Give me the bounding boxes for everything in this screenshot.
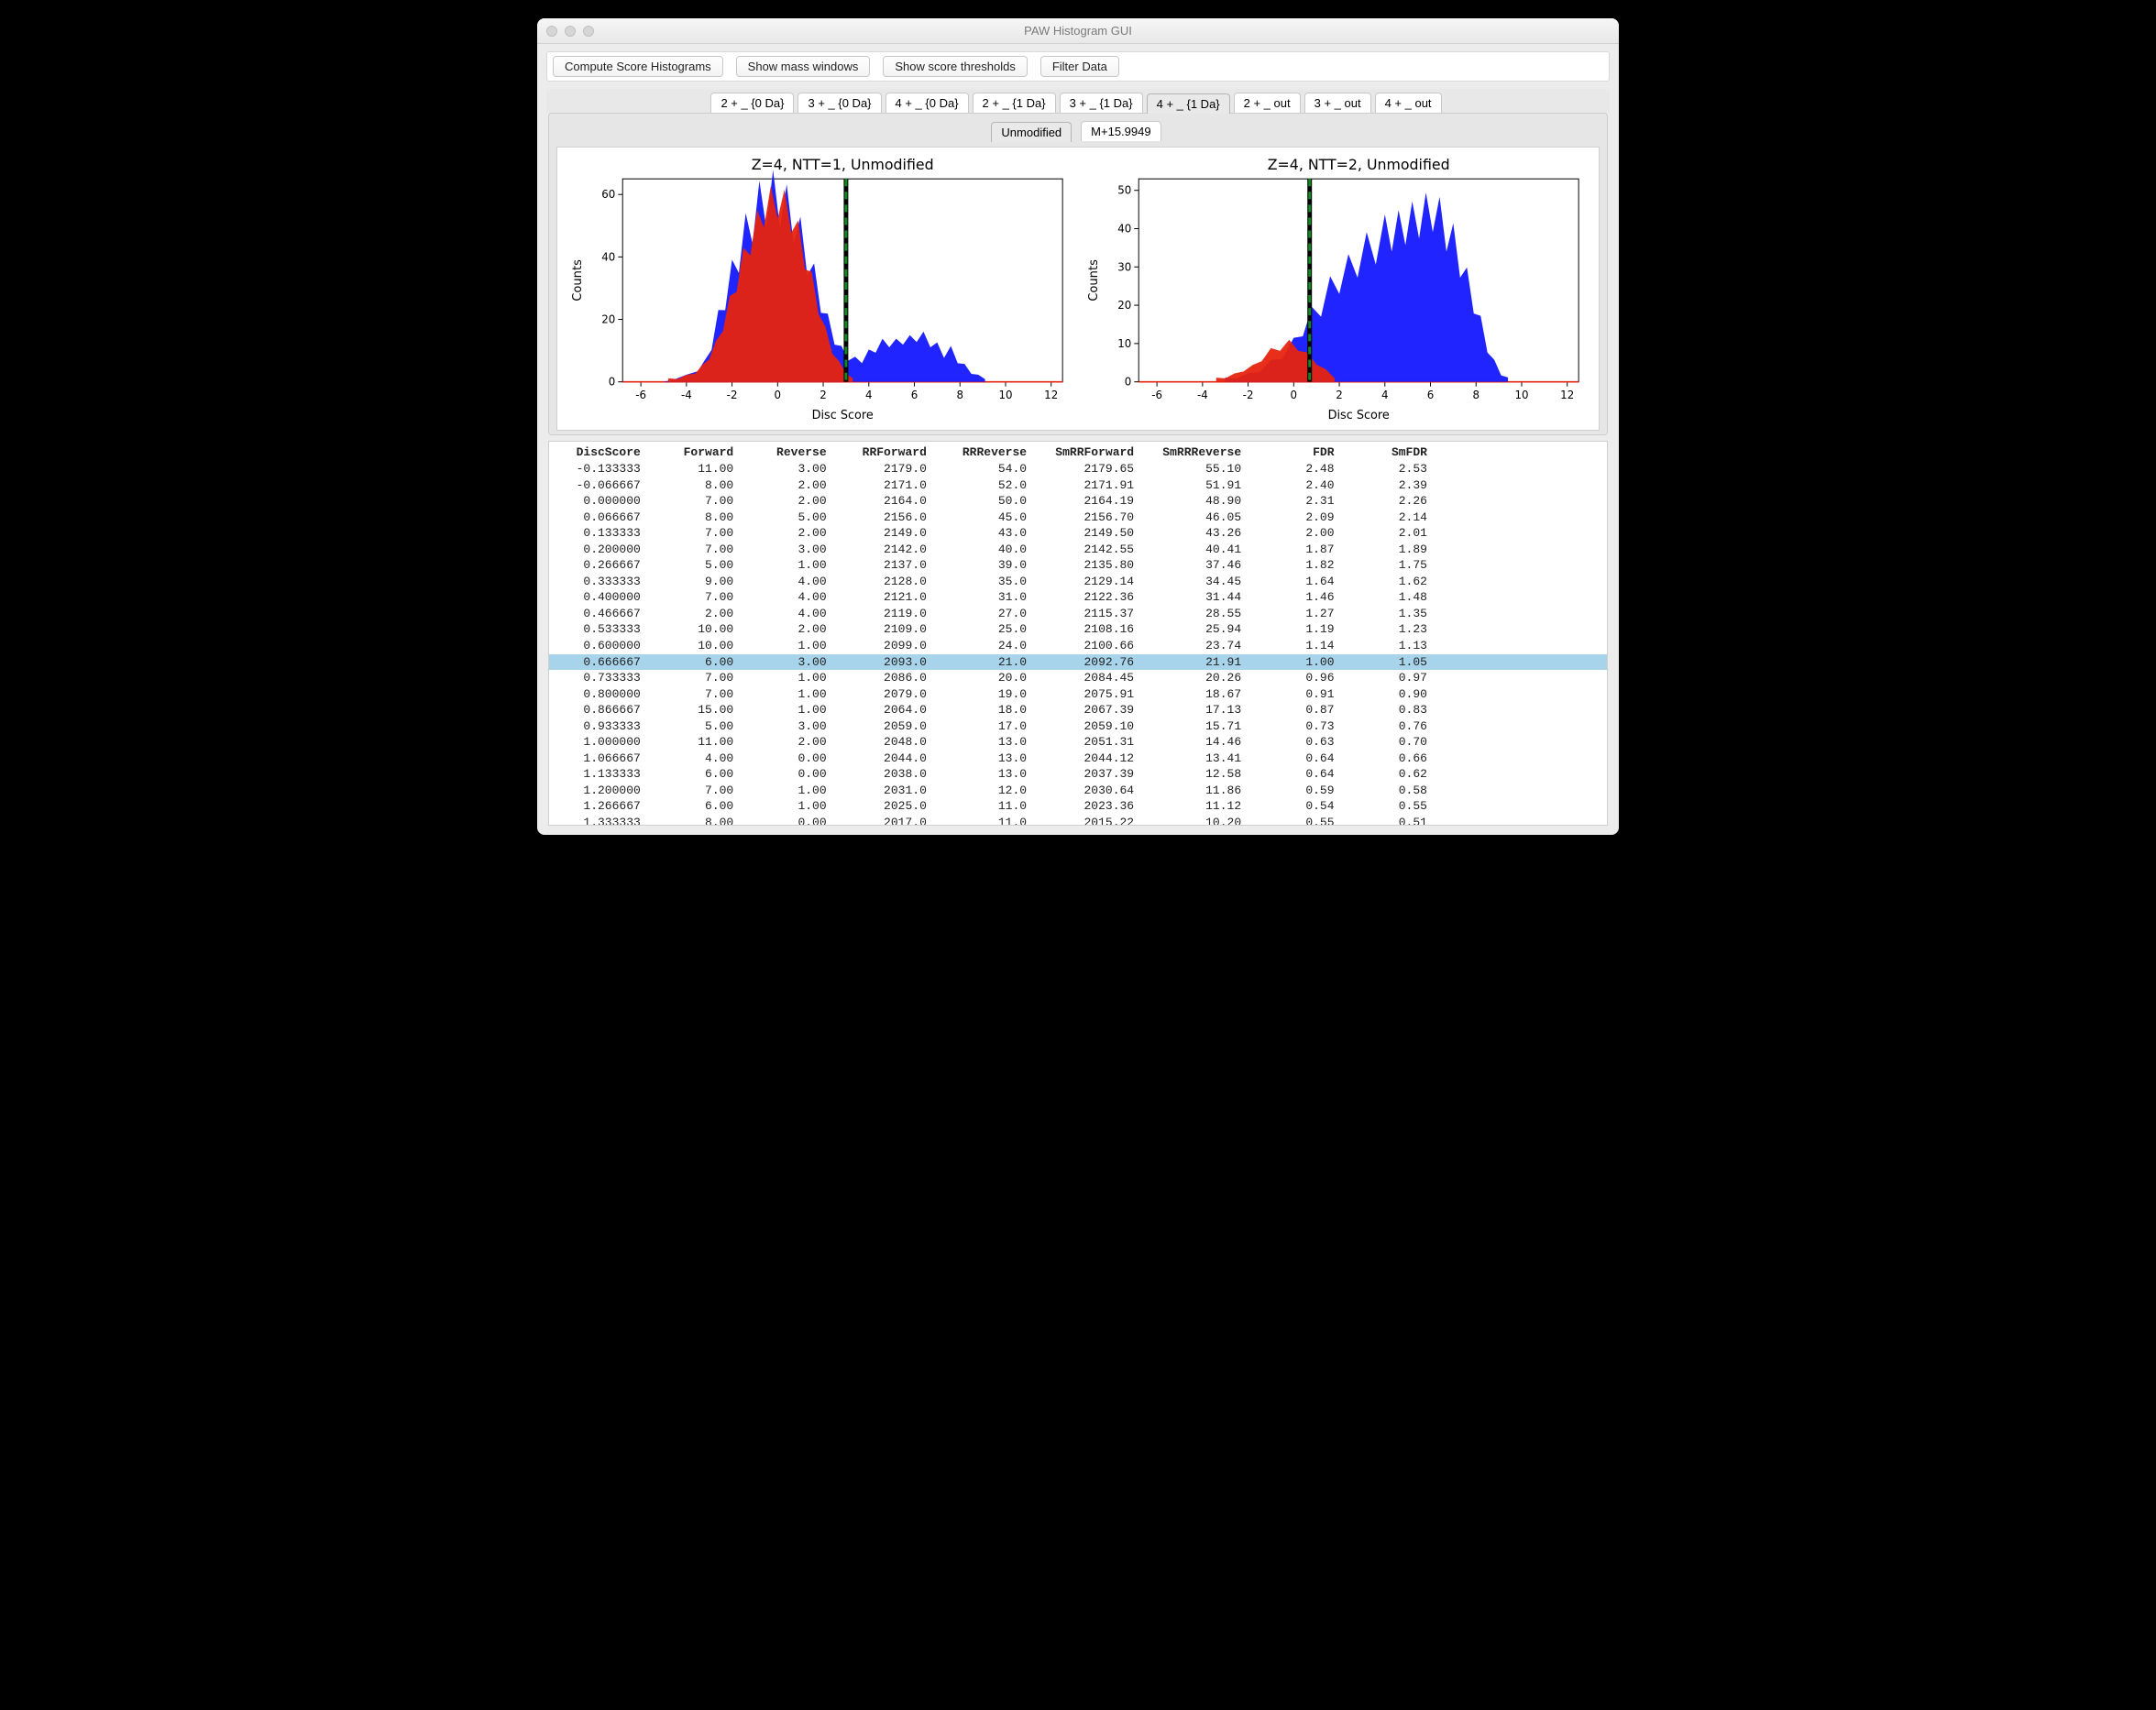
titlebar: PAW Histogram GUI: [537, 18, 1619, 44]
table-row[interactable]: 0.000000 7.00 2.00 2164.0 50.0 2164.19 4…: [549, 493, 1607, 510]
subtab-unmodified[interactable]: Unmodified: [991, 122, 1072, 142]
svg-text:-4: -4: [1197, 389, 1208, 401]
zoom-icon[interactable]: [583, 26, 594, 37]
svg-text:2: 2: [820, 389, 827, 401]
svg-text:0: 0: [1291, 389, 1298, 401]
histogram-left: -6 -4 -2 0 2 4 6 8 10 12 0 20 40 60 Z=4, NTT=1, Unmodi…: [566, 157, 1073, 424]
svg-text:Counts: Counts: [571, 259, 585, 301]
svg-text:-2: -2: [1243, 389, 1254, 401]
tab-4+_{1da}[interactable]: 4 + _ {1 Da}: [1147, 93, 1230, 114]
subtab-m159949[interactable]: M+15.9949: [1081, 121, 1160, 141]
svg-text:20: 20: [1117, 299, 1131, 312]
table-row[interactable]: 1.000000 11.00 2.00 2048.0 13.0 2051.31 …: [549, 734, 1607, 751]
table-row[interactable]: 1.200000 7.00 1.00 2031.0 12.0 2030.64 1…: [549, 783, 1607, 799]
minimize-icon[interactable]: [565, 26, 576, 37]
table-row[interactable]: 1.066667 4.00 0.00 2044.0 13.0 2044.12 1…: [549, 751, 1607, 767]
histogram-right: -6 -4 -2 0 2 4 6 8 10 12 0 10 20 30 40 50 Z=4, NTT=2, Un…: [1083, 157, 1590, 424]
svg-text:-6: -6: [1151, 389, 1162, 401]
svg-text:4: 4: [1381, 389, 1389, 401]
show-mass-windows-button[interactable]: Show mass windows: [736, 56, 871, 77]
svg-text:-4: -4: [681, 389, 692, 401]
tab-3+_out[interactable]: 3 + _ out: [1304, 93, 1371, 113]
svg-text:0: 0: [609, 376, 616, 389]
table-row[interactable]: 0.800000 7.00 1.00 2079.0 19.0 2075.91 1…: [549, 686, 1607, 703]
table-row[interactable]: 0.933333 5.00 3.00 2059.0 17.0 2059.10 1…: [549, 718, 1607, 735]
tab-2+_out[interactable]: 2 + _ out: [1234, 93, 1301, 113]
table-row[interactable]: 0.266667 5.00 1.00 2137.0 39.0 2135.80 3…: [549, 557, 1607, 574]
window-title: PAW Histogram GUI: [537, 24, 1619, 38]
close-icon[interactable]: [546, 26, 557, 37]
plot-area: -6-4-20246810120204060Z=4, NTT=1, Unmodi…: [556, 147, 1600, 431]
svg-text:Disc Score: Disc Score: [1328, 409, 1390, 422]
svg-text:60: 60: [601, 188, 615, 201]
svg-text:Counts: Counts: [1087, 259, 1101, 301]
svg-text:40: 40: [1117, 222, 1131, 235]
svg-text:-2: -2: [727, 389, 738, 401]
svg-text:6: 6: [1427, 389, 1435, 401]
table-row[interactable]: 1.133333 6.00 0.00 2038.0 13.0 2037.39 1…: [549, 766, 1607, 783]
tab-3+_{1da}[interactable]: 3 + _ {1 Da}: [1060, 93, 1143, 113]
compute-histograms-button[interactable]: Compute Score Histograms: [553, 56, 723, 77]
svg-text:Z=4, NTT=1, Unmodified: Z=4, NTT=1, Unmodified: [752, 157, 934, 173]
svg-text:20: 20: [601, 312, 615, 325]
svg-text:10: 10: [1514, 389, 1528, 401]
svg-text:Disc Score: Disc Score: [812, 409, 874, 422]
table-row[interactable]: 0.133333 7.00 2.00 2149.0 43.0 2149.50 4…: [549, 525, 1607, 542]
table-row[interactable]: 0.200000 7.00 3.00 2142.0 40.0 2142.55 4…: [549, 542, 1607, 558]
tab-4+_{0da}[interactable]: 4 + _ {0 Da}: [886, 93, 969, 113]
table-row[interactable]: 0.666667 6.00 3.00 2093.0 21.0 2092.76 2…: [549, 654, 1607, 671]
svg-text:30: 30: [1117, 260, 1131, 273]
svg-text:0: 0: [775, 389, 782, 401]
table-row[interactable]: 1.333333 8.00 0.00 2017.0 11.0 2015.22 1…: [549, 815, 1607, 826]
app-window: PAW Histogram GUI Compute Score Histogra…: [537, 18, 1619, 835]
score-table[interactable]: DiscScore Forward Reverse RRForward RRRe…: [548, 441, 1608, 826]
svg-text:10: 10: [1117, 337, 1131, 350]
table-row[interactable]: 0.466667 2.00 4.00 2119.0 27.0 2115.37 2…: [549, 606, 1607, 622]
modification-tabs: Unmodified M+15.9949: [556, 121, 1600, 141]
show-score-thresholds-button[interactable]: Show score thresholds: [883, 56, 1028, 77]
svg-text:40: 40: [601, 250, 615, 263]
table-row[interactable]: 0.533333 10.00 2.00 2109.0 25.0 2108.16 …: [549, 621, 1607, 638]
table-row[interactable]: -0.133333 11.00 3.00 2179.0 54.0 2179.65…: [549, 461, 1607, 477]
table-row[interactable]: -0.066667 8.00 2.00 2171.0 52.0 2171.91 …: [549, 477, 1607, 494]
tab-2+_{1da}[interactable]: 2 + _ {1 Da}: [973, 93, 1056, 113]
charge-mass-tabs: 2 + _ {0 Da}3 + _ {0 Da}4 + _ {0 Da}2 + …: [546, 89, 1610, 113]
table-row[interactable]: 0.066667 8.00 5.00 2156.0 45.0 2156.70 4…: [549, 510, 1607, 526]
svg-text:12: 12: [1560, 389, 1574, 401]
filter-data-button[interactable]: Filter Data: [1040, 56, 1119, 77]
table-row[interactable]: 0.733333 7.00 1.00 2086.0 20.0 2084.45 2…: [549, 670, 1607, 686]
table-row[interactable]: 0.333333 9.00 4.00 2128.0 35.0 2129.14 3…: [549, 574, 1607, 590]
table-row[interactable]: 1.266667 6.00 1.00 2025.0 11.0 2023.36 1…: [549, 798, 1607, 815]
svg-text:-6: -6: [635, 389, 646, 401]
table-row[interactable]: 0.600000 10.00 1.00 2099.0 24.0 2100.66 …: [549, 638, 1607, 654]
window-controls: [546, 26, 594, 37]
svg-text:2: 2: [1336, 389, 1343, 401]
svg-text:12: 12: [1044, 389, 1058, 401]
table-row[interactable]: 0.866667 15.00 1.00 2064.0 18.0 2067.39 …: [549, 702, 1607, 718]
svg-text:10: 10: [998, 389, 1012, 401]
content-area: Compute Score Histograms Show mass windo…: [537, 44, 1619, 826]
svg-text:50: 50: [1117, 184, 1131, 197]
table-header: DiscScore Forward Reverse RRForward RRRe…: [549, 442, 1607, 461]
svg-text:4: 4: [865, 389, 873, 401]
tab-4+_out[interactable]: 4 + _ out: [1375, 93, 1442, 113]
svg-text:8: 8: [956, 389, 963, 401]
svg-text:Z=4, NTT=2, Unmodified: Z=4, NTT=2, Unmodified: [1268, 157, 1450, 173]
svg-text:8: 8: [1472, 389, 1480, 401]
histogram-panel: UnmodifiedM+15.9949 -6-4-202468101202040…: [548, 113, 1608, 435]
toolbar: Compute Score Histograms Show mass windo…: [546, 51, 1610, 82]
svg-text:0: 0: [1125, 376, 1132, 389]
table-row[interactable]: 0.400000 7.00 4.00 2121.0 31.0 2122.36 3…: [549, 589, 1607, 606]
tab-2+_{0da}[interactable]: 2 + _ {0 Da}: [710, 93, 794, 113]
tab-3+_{0da}[interactable]: 3 + _ {0 Da}: [798, 93, 881, 113]
svg-text:6: 6: [911, 389, 918, 401]
